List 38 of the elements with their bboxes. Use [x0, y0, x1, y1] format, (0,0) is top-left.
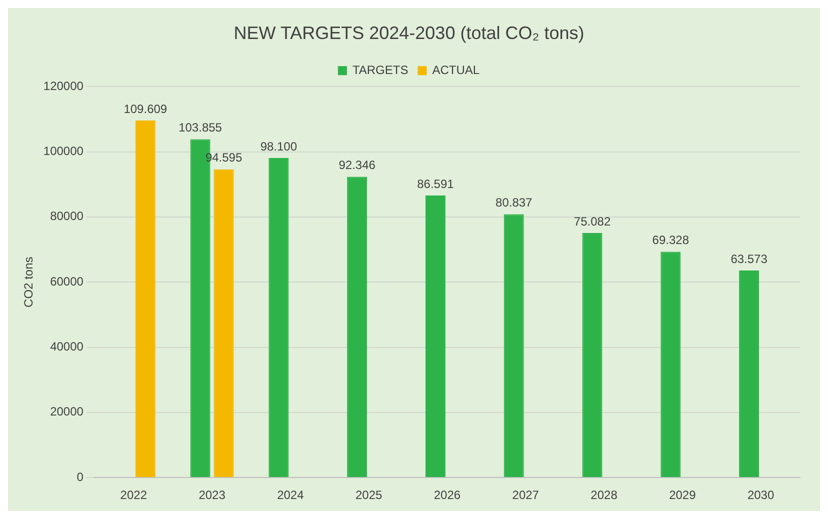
- y-axis-title: CO2 tons: [22, 256, 36, 308]
- data-label: 75.082: [574, 214, 611, 228]
- y-tick-label: 0: [76, 470, 84, 484]
- bar: [739, 270, 760, 478]
- x-tick-label: 2026: [434, 488, 461, 502]
- x-tick-label: 2029: [669, 488, 696, 502]
- data-label: 86.591: [417, 176, 454, 191]
- bar: [214, 169, 234, 478]
- data-label: 109.609: [124, 102, 168, 116]
- x-tick-label: 2024: [277, 488, 304, 502]
- y-tick-label: 40000: [50, 340, 84, 354]
- x-tick-label: 2025: [355, 488, 382, 502]
- data-label: 80.837: [496, 196, 533, 210]
- x-tick-label: 2022: [120, 488, 148, 502]
- y-tick-label: 80000: [50, 209, 84, 224]
- x-tick-label: 2023: [198, 488, 226, 502]
- bar: [582, 232, 602, 478]
- x-tick-label: 2027: [512, 488, 540, 502]
- y-tick-label: 120000: [43, 78, 84, 93]
- chart-title: NEW TARGETS 2024-2030 (total CO₂ tons): [234, 22, 584, 43]
- bar: [425, 195, 446, 478]
- data-label: 69.328: [652, 233, 690, 248]
- y-tick-label: 20000: [50, 404, 84, 419]
- bar: [504, 214, 524, 478]
- bar: [347, 176, 368, 478]
- y-tick-label: 100000: [43, 144, 84, 158]
- x-tick-label: 2030: [747, 488, 774, 502]
- bar: [135, 120, 156, 478]
- legend-label: TARGETS: [352, 62, 408, 77]
- bar: [660, 252, 681, 478]
- bar: [268, 158, 289, 478]
- data-label: 103.855: [178, 120, 222, 135]
- legend-label: ACTUAL: [432, 62, 480, 77]
- data-label: 63.573: [730, 252, 768, 266]
- y-tick-label: 60000: [50, 274, 84, 288]
- data-label: 98.100: [260, 139, 298, 154]
- data-label: 92.346: [338, 158, 376, 172]
- x-tick-label: 2028: [590, 488, 618, 502]
